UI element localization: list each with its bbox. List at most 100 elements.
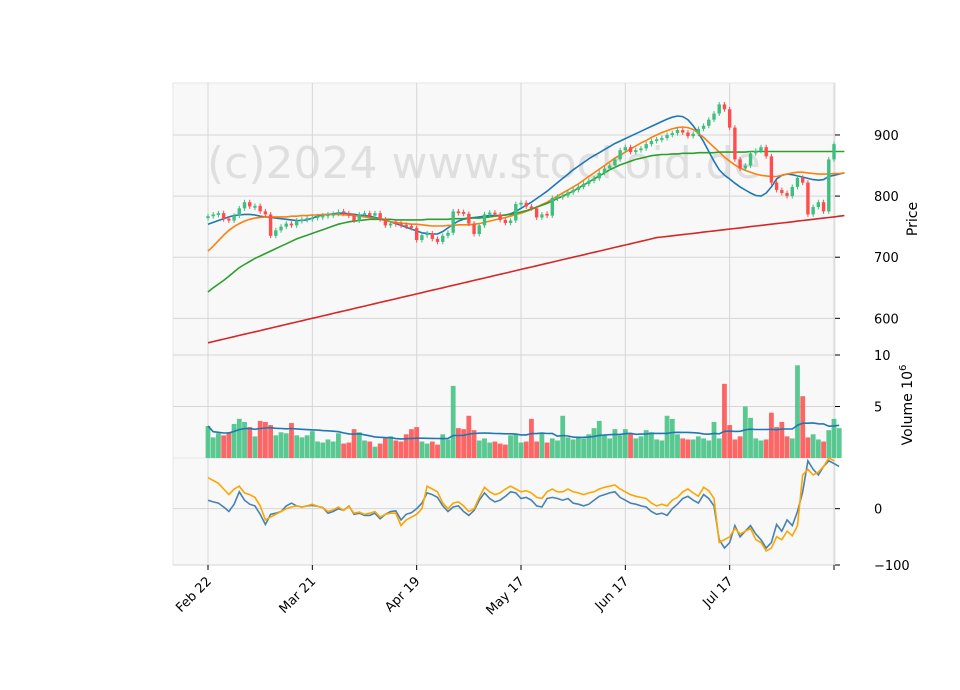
volume-bar <box>236 418 242 458</box>
volume-bar <box>628 433 633 458</box>
candle-body <box>472 223 476 234</box>
candle-body <box>827 159 831 212</box>
volume-bar <box>701 438 706 458</box>
candle-body <box>425 233 429 236</box>
candle-body <box>691 133 695 137</box>
candle-body <box>806 182 810 215</box>
candle-body <box>613 159 617 166</box>
candle-body <box>357 214 361 221</box>
candle <box>733 125 737 162</box>
candlesticks <box>206 101 836 245</box>
volume-bar <box>476 440 482 458</box>
candle <box>446 230 450 239</box>
candle-body <box>305 218 309 220</box>
volume-bar <box>826 430 832 458</box>
candle <box>529 204 534 211</box>
volume-bar <box>795 365 800 458</box>
candle <box>514 201 518 223</box>
candle-body <box>331 213 335 216</box>
volume-bar <box>753 438 759 458</box>
candle-body <box>414 227 419 241</box>
volume-bar <box>398 441 404 458</box>
candle <box>508 218 513 226</box>
candle <box>289 221 294 228</box>
candle-body <box>675 130 680 134</box>
candle <box>472 221 476 237</box>
volume-bar <box>821 441 826 458</box>
candle-body <box>774 182 779 190</box>
volume-bar <box>513 434 519 458</box>
candle <box>394 219 398 227</box>
candle-body <box>665 134 669 139</box>
volume-bar <box>341 443 347 458</box>
volume-bar <box>815 439 821 458</box>
volume-bar <box>529 418 534 458</box>
candle-body <box>759 147 763 151</box>
candle-body <box>566 192 570 196</box>
candle-body <box>628 147 633 153</box>
volume-bar <box>836 428 842 458</box>
oscillator-panel-bg <box>172 457 836 566</box>
candle <box>587 178 591 187</box>
candle-body <box>801 177 805 183</box>
candle <box>686 130 690 139</box>
candle <box>618 147 622 162</box>
volume-bar <box>523 441 529 458</box>
candle-body <box>420 235 424 241</box>
volume-bar <box>362 440 367 458</box>
volume-bar <box>221 435 227 458</box>
volume-bar <box>555 440 560 458</box>
volume-bar <box>325 439 331 458</box>
volume-bar <box>414 427 420 458</box>
volume-bar <box>602 435 607 458</box>
price-panel-bg <box>172 82 836 356</box>
candle <box>248 199 252 209</box>
volume-bar <box>575 436 581 458</box>
candle-body <box>618 150 622 160</box>
candle-body <box>477 225 481 234</box>
candle <box>279 224 283 233</box>
candle <box>206 213 210 221</box>
candle-body <box>670 133 674 135</box>
volume-bar <box>278 432 284 458</box>
candle <box>409 223 414 231</box>
volume-bar <box>763 439 769 458</box>
candle <box>435 236 440 245</box>
candle-body <box>780 189 784 194</box>
candle-body <box>482 214 487 226</box>
candle <box>451 208 455 236</box>
candle-body <box>352 215 356 221</box>
candle <box>237 205 241 219</box>
candle-body <box>550 197 554 216</box>
volume-bar <box>831 418 837 458</box>
volume-bar <box>466 415 472 458</box>
candle-body <box>529 206 534 209</box>
volume-bar <box>283 433 289 458</box>
volume-bar <box>685 439 691 458</box>
candle <box>628 144 633 155</box>
candle <box>263 208 268 217</box>
candle-body <box>654 139 659 142</box>
candle <box>827 156 831 214</box>
candle-body <box>435 238 440 242</box>
candle-body <box>211 214 215 217</box>
volume-bar <box>560 415 566 458</box>
candle <box>534 205 539 220</box>
volume-bar <box>440 434 446 458</box>
candle <box>253 203 257 211</box>
volume-bar <box>336 433 341 458</box>
candle <box>811 204 815 217</box>
candle-body <box>717 104 721 114</box>
volume-bar <box>805 437 811 458</box>
candle-body <box>279 226 283 231</box>
volume-bar <box>622 429 628 458</box>
candle <box>242 199 247 211</box>
candle-body <box>248 202 252 207</box>
candle-body <box>634 150 638 153</box>
volume-bar <box>435 444 440 458</box>
candle-body <box>733 127 737 160</box>
candle <box>571 187 575 195</box>
volume-bar <box>649 432 654 458</box>
volume-bar <box>633 438 639 458</box>
candle-body <box>341 211 346 214</box>
